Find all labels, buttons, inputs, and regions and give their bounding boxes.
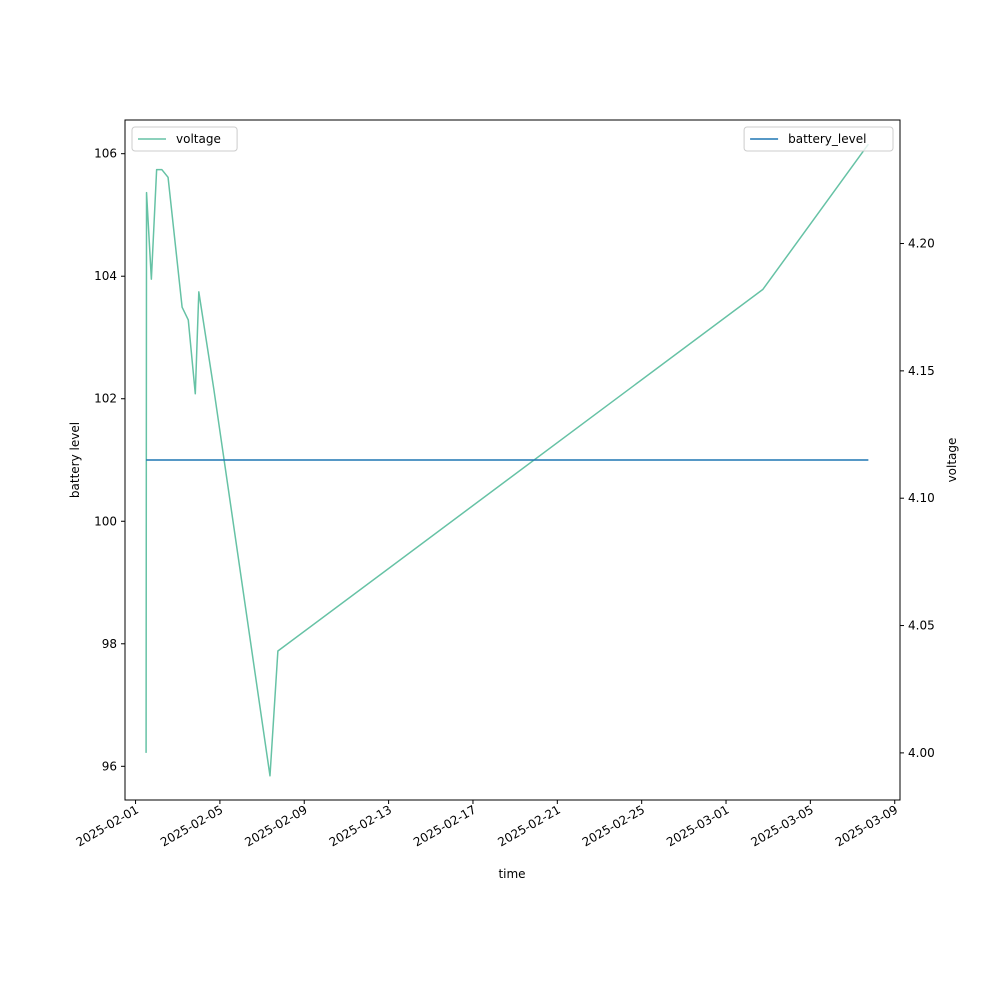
plot-frame [124,119,901,801]
y-left-tick-label: 106 [94,147,117,161]
y-left-tick-label: 100 [94,514,117,528]
legend-box-battery-level [743,126,894,152]
y-right-tick-label: 4.00 [908,746,935,760]
y-left-axis-label: battery level [68,422,82,498]
legend-label-voltage: voltage [176,132,221,146]
plot-layer [145,143,869,777]
y-left-tick-label: 96 [102,759,117,773]
y-left-tick-label: 98 [102,637,117,651]
x-axis-label: time [498,867,525,881]
legend-label-battery-level: battery_level [788,132,866,146]
y-right-tick-label: 4.15 [908,364,935,378]
y-right-axis-label: voltage [945,438,959,483]
y-left-tick-label: 104 [94,269,117,283]
y-right-tick-label: 4.10 [908,491,935,505]
y-right-tick-label: 4.20 [908,237,935,251]
y-right-tick-label: 4.05 [908,619,935,633]
series-line-voltage [145,143,869,777]
y-left-tick-label: 102 [94,392,117,406]
legend-box-voltage [131,126,238,152]
legend-layer: voltage battery_level [131,126,894,152]
